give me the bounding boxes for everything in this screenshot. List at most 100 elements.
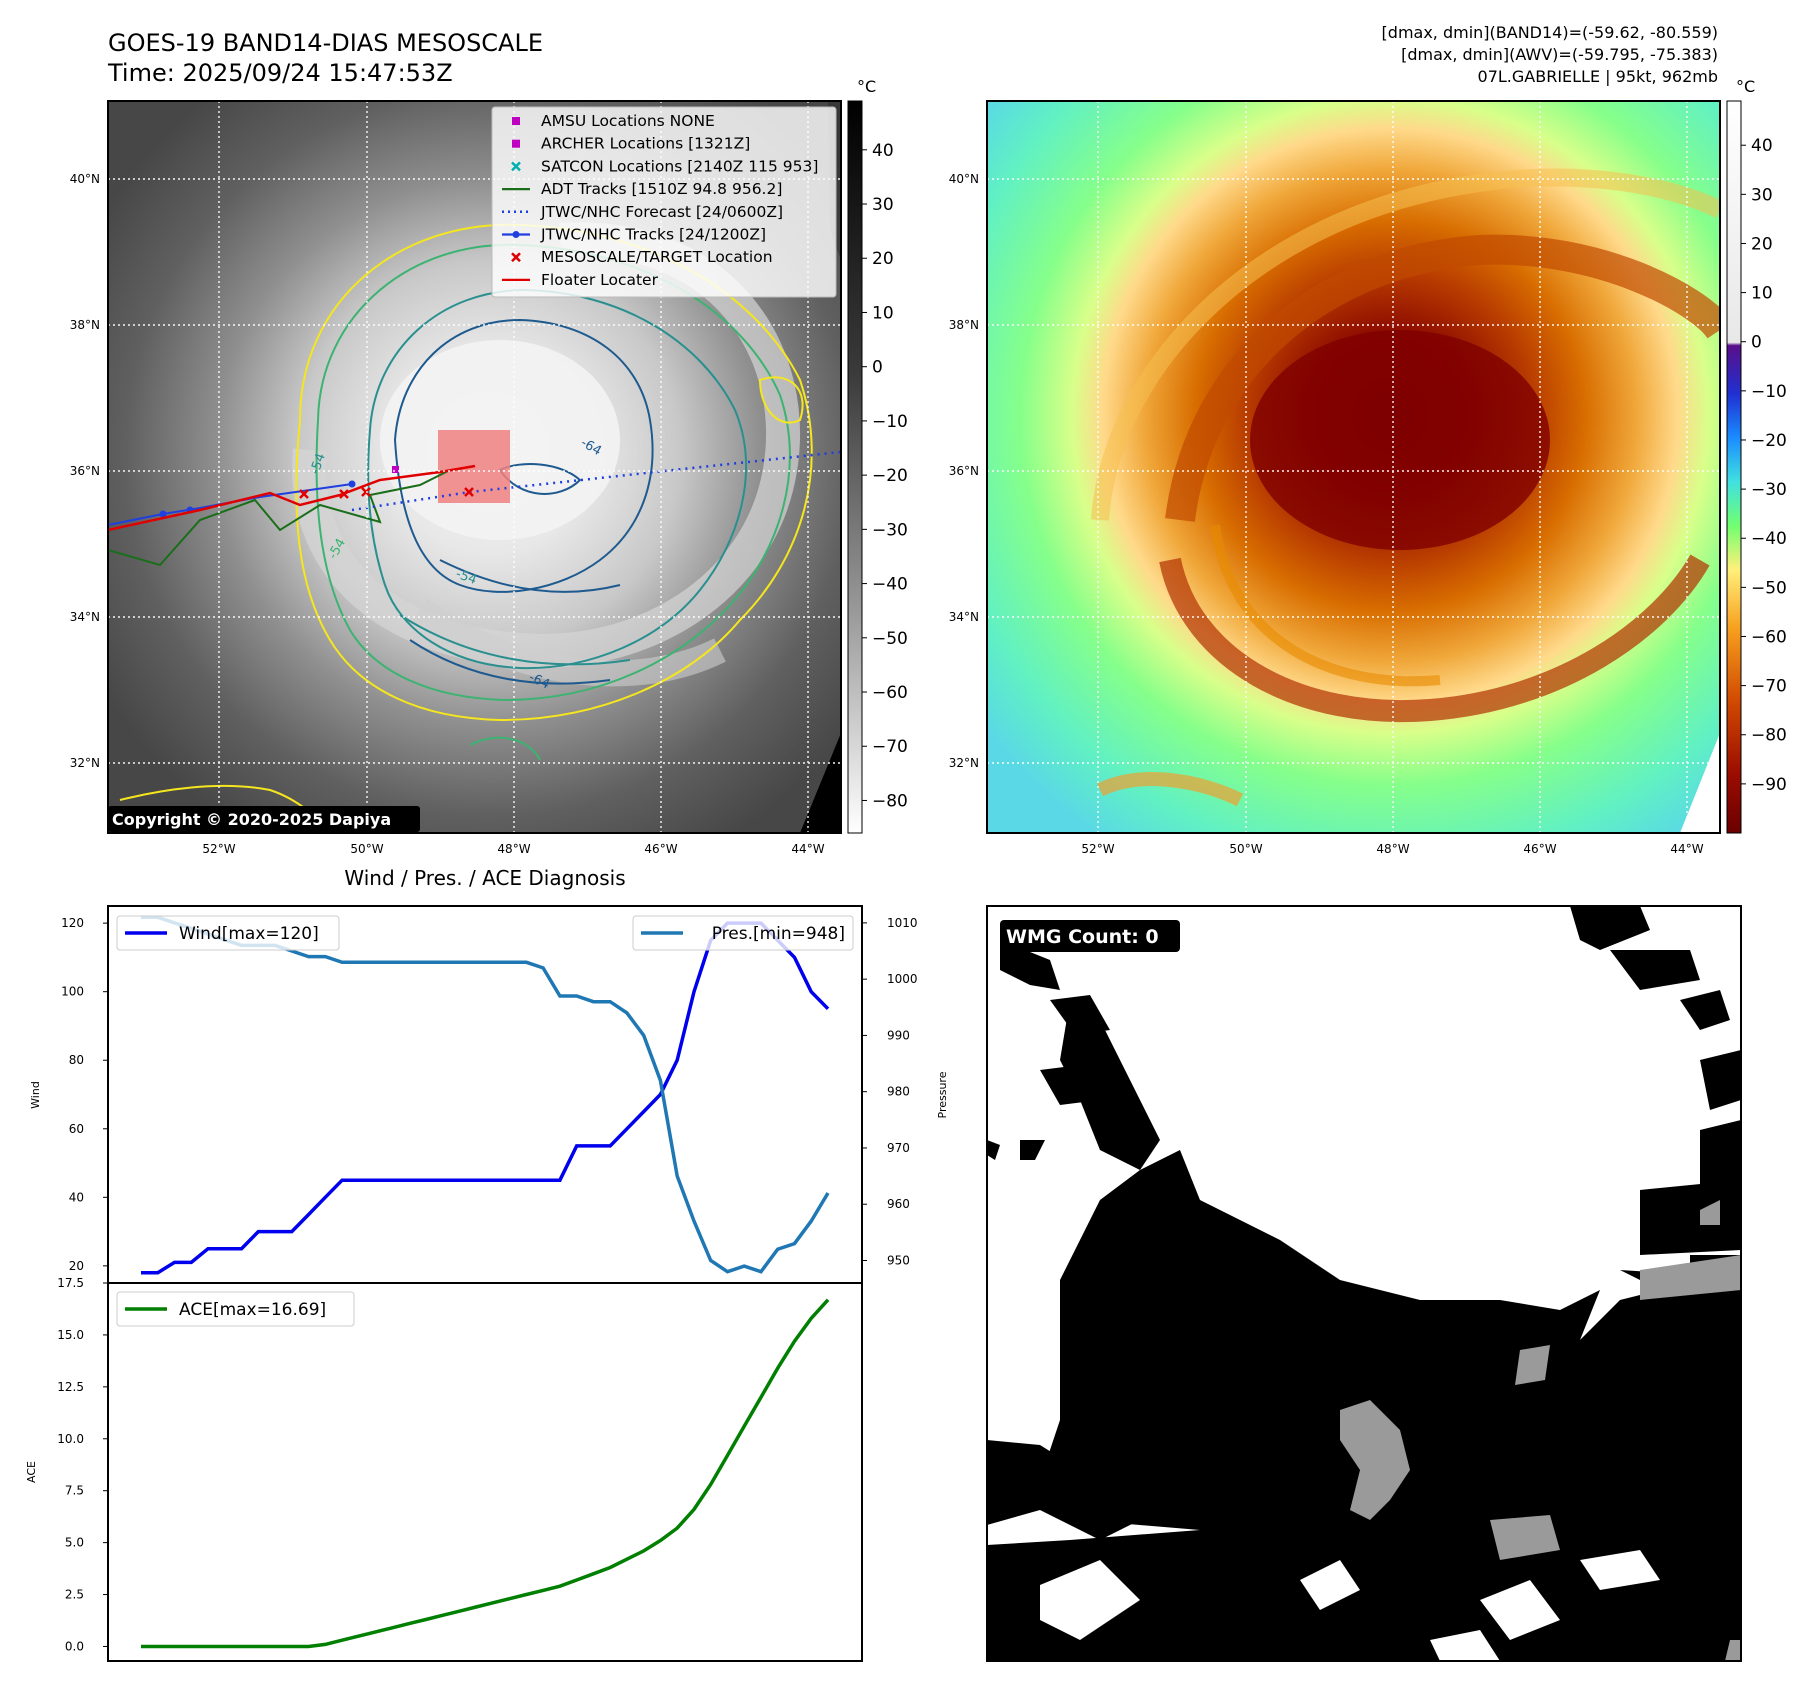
colorbar-tick: −80 (1751, 726, 1787, 746)
colorbar-tick: −40 (1751, 529, 1787, 549)
svg-text:38°N: 38°N (70, 318, 100, 332)
wmg-gray-patches (1340, 1200, 1741, 1661)
map2-lon-labels: 52°W 50°W 48°W 46°W 44°W (1081, 842, 1703, 856)
colorbar-tick: 20 (1751, 234, 1773, 254)
svg-text:Pres.[min=948]: Pres.[min=948] (712, 924, 845, 944)
pressure-tick: 980 (887, 1085, 910, 1099)
svg-text:34°N: 34°N (70, 610, 100, 624)
svg-text:38°N: 38°N (949, 318, 979, 332)
ir-grayscale-map: -54 -64 -54 -64 -54 (70, 100, 842, 856)
colorbar-tick: −10 (872, 412, 908, 432)
colorbar-tick: −30 (872, 520, 908, 540)
pressure-tick: 950 (887, 1253, 910, 1267)
figure-time: Time: 2025/09/24 15:47:53Z (107, 59, 453, 87)
legend-item: ADT Tracks [1510Z 94.8 956.2] (502, 180, 782, 198)
wmg-count-box (1000, 920, 1180, 952)
map2-gridlines (987, 101, 1720, 833)
wind-legend: Wind[max=120] (116, 915, 340, 951)
legend-label: JTWC/NHC Tracks [24/1200Z] (540, 226, 766, 244)
svg-text:52°W: 52°W (1081, 842, 1114, 856)
legend-label: ARCHER Locations [1321Z] (541, 135, 750, 153)
map1-lat-labels: 40°N 38°N 36°N 34°N 32°N (70, 172, 100, 770)
colorbar-tick: 10 (872, 303, 894, 323)
ace-axis-label: ACE (25, 1461, 38, 1483)
colorbar-tick: −80 (872, 791, 908, 811)
pressure-tick: 1010 (887, 916, 918, 930)
pressure-tick: 1000 (887, 972, 918, 986)
floater-track (108, 464, 476, 532)
colorbar-tick: 40 (872, 141, 894, 161)
ir-color-map: 40°N 38°N 36°N 34°N 32°N 52°W 50°W 48°W … (949, 100, 1721, 856)
svg-text:40°N: 40°N (70, 172, 100, 186)
colorbar-grayscale: °C 40 30 20 10 0 −10 −20 −30 −40 −50 −60 −70 −80 (847, 77, 908, 834)
contour-label: -54 (454, 567, 479, 588)
legend-label: AMSU Locations NONE (541, 112, 715, 130)
wmg-panel: WMG Count: 0 (986, 905, 1742, 1662)
ace-tick: 2.5 (65, 1588, 84, 1602)
svg-text:50°W: 50°W (350, 842, 383, 856)
colorbar-tick: 30 (872, 195, 894, 215)
pressure-tick: 970 (887, 1141, 910, 1155)
svg-text:46°W: 46°W (644, 842, 677, 856)
adt-track (108, 469, 451, 567)
colorbar-unit: °C (1736, 77, 1755, 96)
ace-tick: 0.0 (65, 1639, 84, 1653)
svg-text:36°N: 36°N (70, 464, 100, 478)
svg-text:Wind[max=120]: Wind[max=120] (179, 924, 319, 944)
svg-text:52°W: 52°W (202, 842, 235, 856)
wind-tick: 20 (69, 1259, 84, 1273)
ace-tick: 5.0 (65, 1536, 84, 1550)
pressure-axis-label: Pressure (936, 1071, 949, 1118)
colorbar-tick: −90 (1751, 775, 1787, 795)
colorbar-tick: 10 (1751, 284, 1773, 304)
svg-text:40°N: 40°N (949, 172, 979, 186)
colorbar-tick: −10 (1751, 382, 1787, 402)
ace-tick: 7.5 (65, 1484, 84, 1498)
legend-item: SATCON Locations [2140Z 115 953] (511, 157, 818, 175)
legend-item: MESOSCALE/TARGET Location (511, 248, 773, 266)
colorbar-tick: −60 (872, 683, 908, 703)
colorbar-tick: −20 (1751, 431, 1787, 451)
colorbar-tick: −50 (872, 629, 908, 649)
wmg-count: WMG Count: 0 (1006, 926, 1159, 948)
legend-item: JTWC/NHC Forecast [24/0600Z] (502, 203, 783, 221)
figure-title: GOES-19 BAND14-DIAS MESOSCALE (108, 29, 543, 57)
info-awv: [dmax, dmin](AWV)=(-59.795, -75.383) (1401, 45, 1718, 64)
diag-title: Wind / Pres. / ACE Diagnosis (344, 866, 625, 890)
svg-text:48°W: 48°W (497, 842, 530, 856)
jtwc-track-point (348, 480, 356, 488)
svg-text:ACE[max=16.69]: ACE[max=16.69] (179, 1300, 326, 1320)
legend-item: Floater Locater (502, 271, 659, 289)
colorbar-tick: −70 (1751, 677, 1787, 697)
pressure-tick: 960 (887, 1197, 910, 1211)
legend-label: ADT Tracks [1510Z 94.8 956.2] (541, 180, 782, 198)
svg-text:46°W: 46°W (1523, 842, 1556, 856)
colorbar-tick: 0 (872, 358, 883, 378)
wind-pressure-panel: 20 40 60 80 100 120 950 960 970 980 990 1000 1010 W… (29, 905, 949, 1284)
colorbar-unit: °C (857, 77, 876, 96)
colorbar-tick: 0 (1751, 333, 1762, 353)
ace-legend: ACE[max=16.69] (116, 1291, 355, 1327)
wind-tick: 120 (61, 916, 84, 930)
ace-tick: 15.0 (57, 1328, 84, 1342)
archer-marker (392, 466, 399, 473)
legend-item: ARCHER Locations [1321Z] (512, 135, 750, 153)
pressure-legend: Pres.[min=948] (632, 915, 854, 951)
colorbar-tick: −40 (872, 575, 908, 595)
colorbar-tick: −70 (872, 737, 908, 757)
svg-text:44°W: 44°W (1670, 842, 1703, 856)
colorbar-tick: −60 (1751, 627, 1787, 647)
pressure-tick: 990 (887, 1028, 910, 1042)
legend-label: SATCON Locations [2140Z 115 953] (541, 157, 818, 175)
svg-text:32°N: 32°N (70, 756, 100, 770)
wmg-mask (987, 906, 1741, 1661)
info-storm: 07L.GABRIELLE | 95kt, 962mb (1478, 67, 1718, 86)
ace-series-line (141, 1298, 830, 1649)
svg-text:32°N: 32°N (949, 756, 979, 770)
map1-lon-labels: 52°W 50°W 48°W 46°W 44°W (202, 842, 824, 856)
colorbar-tick: 30 (1751, 185, 1773, 205)
ace-panel: 0.0 2.5 5.0 7.5 10.0 12.5 15.0 17.5 ACE ACE[max… (25, 1276, 863, 1662)
colorbar-tick: 20 (872, 249, 894, 269)
copyright-box (108, 806, 420, 832)
